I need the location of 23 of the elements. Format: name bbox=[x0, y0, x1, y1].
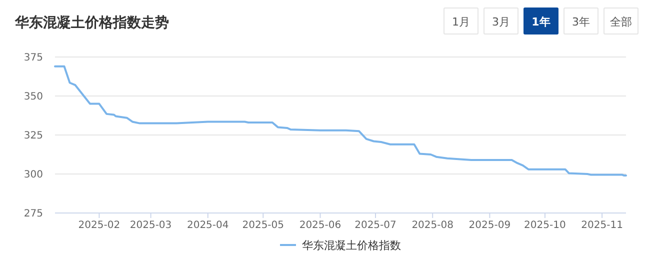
y-tick-label: 375 bbox=[24, 52, 43, 64]
y-tick-label: 350 bbox=[24, 92, 43, 102]
y-tick-label: 325 bbox=[24, 130, 43, 142]
x-tick-label: 2025-02 bbox=[78, 220, 120, 231]
button: 1月 bbox=[444, 8, 478, 34]
x-tick-label: 2025-08 bbox=[412, 220, 454, 231]
y-tick-label: 300 bbox=[24, 170, 43, 180]
x-tick-label: 2025-07 bbox=[354, 220, 396, 231]
x-tick-label: 2025-03 bbox=[130, 220, 172, 231]
x-tick-label: 2025-11 bbox=[581, 220, 623, 231]
button: 3年 bbox=[564, 8, 598, 34]
x-tick-label: 2025-04 bbox=[186, 220, 229, 231]
y-tick-label: 275 bbox=[24, 208, 43, 220]
legend-label: 华东混凝土价格指数 bbox=[302, 239, 401, 252]
line-series bbox=[54, 65, 627, 177]
chart-title: 华东混凝土价格指数走势 bbox=[14, 14, 169, 31]
x-tick-label: 2025-06 bbox=[299, 220, 342, 231]
x-tick-label: 2025-05 bbox=[242, 220, 284, 231]
button: 1年 bbox=[524, 8, 558, 34]
x-tick-label: 2025-10 bbox=[524, 220, 566, 231]
button: 全部 bbox=[604, 8, 638, 34]
button: 3月 bbox=[484, 8, 518, 34]
x-tick-label: 2025-09 bbox=[468, 220, 511, 231]
